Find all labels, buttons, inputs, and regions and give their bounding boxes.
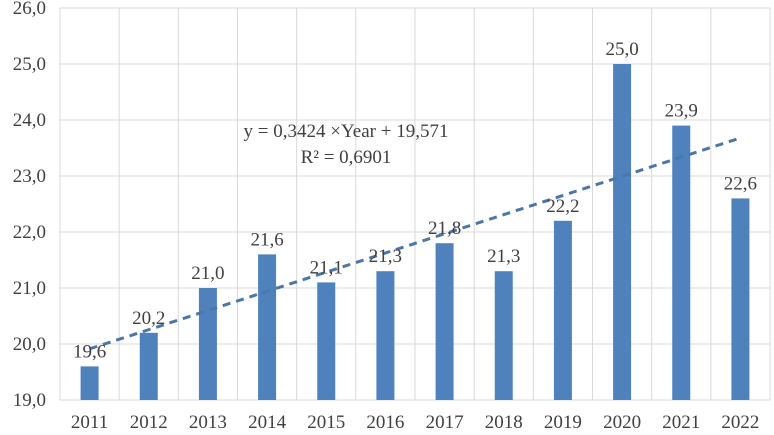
x-tick-label-2021: 2021 <box>662 412 700 433</box>
data-label-2016: 21,3 <box>369 246 402 267</box>
data-label-2017: 21,8 <box>428 218 461 239</box>
x-tick-label-2012: 2012 <box>130 412 168 433</box>
data-label-2012: 20,2 <box>132 308 165 329</box>
y-tick-label-3: 22,0 <box>13 222 46 243</box>
bar-2011 <box>80 366 99 400</box>
y-tick-label-6: 25,0 <box>13 54 46 75</box>
x-tick-label-2020: 2020 <box>603 412 641 433</box>
data-label-2020: 25,0 <box>605 39 638 60</box>
y-tick-label-1: 20,0 <box>13 334 46 355</box>
bar-2012 <box>139 332 158 400</box>
trendline-equation: y = 0,3424 ×Year + 19,571 R² = 0,6901 <box>244 121 449 168</box>
x-tick-label-2015: 2015 <box>307 412 345 433</box>
y-tick-label-4: 23,0 <box>13 166 46 187</box>
bar-2014 <box>258 254 277 400</box>
x-tick-label-2011: 2011 <box>71 412 108 433</box>
bar-2016 <box>376 271 395 400</box>
data-label-2022: 22,6 <box>724 173 757 194</box>
y-tick-label-0: 19,0 <box>13 390 46 411</box>
x-tick-label-2017: 2017 <box>426 412 464 433</box>
y-tick-label-7: 26,0 <box>13 0 46 19</box>
x-tick-label-2018: 2018 <box>485 412 523 433</box>
x-tick-label-2014: 2014 <box>248 412 287 433</box>
bar-2021 <box>672 125 691 400</box>
bar-series <box>80 64 750 400</box>
x-tick-label-2013: 2013 <box>189 412 227 433</box>
bar-2018 <box>494 271 513 400</box>
y-tick-label-2: 21,0 <box>13 278 46 299</box>
y-tick-label-5: 24,0 <box>13 110 46 131</box>
y-axis: 19,0 20,0 21,0 22,0 23,0 24,0 25,0 26,0 <box>13 0 46 411</box>
data-label-2018: 21,3 <box>487 246 520 267</box>
bar-2020 <box>613 64 632 400</box>
trendline-equation-text: y = 0,3424 ×Year + 19,571 <box>244 121 449 142</box>
x-tick-label-2022: 2022 <box>721 412 759 433</box>
bar-2019 <box>553 220 572 400</box>
bar-2022 <box>731 198 750 400</box>
trendline <box>89 136 741 351</box>
data-label-2013: 21,0 <box>191 263 224 284</box>
data-label-2011: 19,6 <box>73 341 106 362</box>
data-label-2021: 23,9 <box>665 101 698 122</box>
x-tick-label-2019: 2019 <box>544 412 582 433</box>
bar-2017 <box>435 243 454 400</box>
grid-lines <box>59 7 771 401</box>
bar-2013 <box>198 288 217 400</box>
x-axis: 2011 2012 2013 2014 2015 2016 2017 2018 2019 2020… <box>71 412 759 433</box>
x-tick-label-2016: 2016 <box>366 412 404 433</box>
data-label-2015: 21,1 <box>310 257 343 278</box>
data-label-2014: 21,6 <box>250 229 283 250</box>
trendline-r-squared-text: R² = 0,6901 <box>301 147 392 168</box>
trendline-path <box>89 136 741 351</box>
data-labels: 19,6 20,2 21,0 21,6 21,1 21,3 21,8 21,3 22,2 25,0… <box>73 39 757 362</box>
data-label-2019: 22,2 <box>546 196 579 217</box>
bar-2015 <box>317 282 336 400</box>
